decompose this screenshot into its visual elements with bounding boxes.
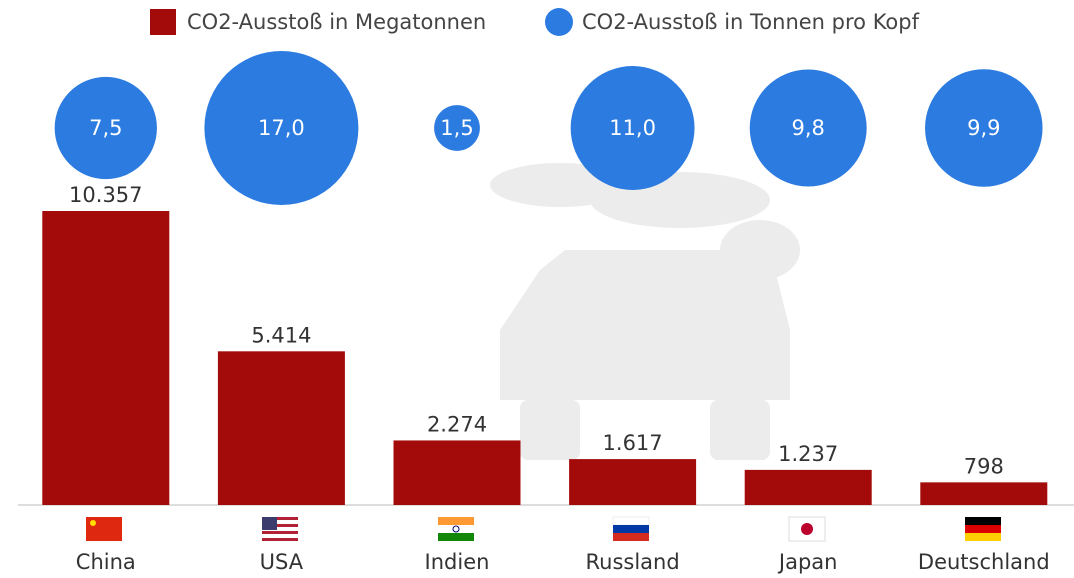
value-label: 10.357	[69, 183, 142, 207]
flag-germany	[965, 517, 1001, 541]
flag-india	[438, 517, 474, 541]
flag-usa	[262, 517, 298, 541]
x-tick-label: USA	[260, 550, 304, 574]
background-car	[490, 163, 800, 460]
flag-china	[86, 517, 122, 541]
bar	[394, 440, 521, 505]
x-tick-label: Indien	[425, 550, 490, 574]
bubble-label: 17,0	[258, 116, 305, 140]
value-label: 1.237	[778, 442, 838, 466]
legend-label: CO2-Ausstoß in Tonnen pro Kopf	[582, 10, 920, 34]
x-tick-label: Deutschland	[918, 550, 1050, 574]
value-label: 798	[964, 454, 1004, 478]
bar	[42, 211, 169, 505]
flags	[86, 517, 1001, 541]
value-label: 1.617	[603, 431, 663, 455]
flag-russia	[613, 517, 649, 541]
bubble-label: 11,0	[609, 116, 656, 140]
chart: CO2-Ausstoß in Megatonnen CO2-Ausstoß in …	[0, 0, 1074, 578]
flag-japan	[789, 517, 825, 541]
x-tick-label: Japan	[777, 550, 838, 574]
value-label: 5.414	[251, 323, 311, 347]
legend-swatch	[545, 8, 573, 36]
bar	[920, 482, 1047, 505]
bubble-label: 7,5	[89, 116, 122, 140]
bubble-label: 9,8	[791, 116, 824, 140]
bubble-label: 9,9	[967, 116, 1000, 140]
bar	[569, 459, 696, 505]
value-label: 2.274	[427, 412, 487, 436]
legend-label: CO2-Ausstoß in Megatonnen	[187, 10, 486, 34]
bar	[745, 470, 872, 505]
bubble-label: 1,5	[440, 116, 473, 140]
x-tick-label: Russland	[586, 550, 680, 574]
bar	[218, 351, 345, 505]
legend-swatch	[150, 9, 176, 35]
x-tick-label: China	[76, 550, 136, 574]
